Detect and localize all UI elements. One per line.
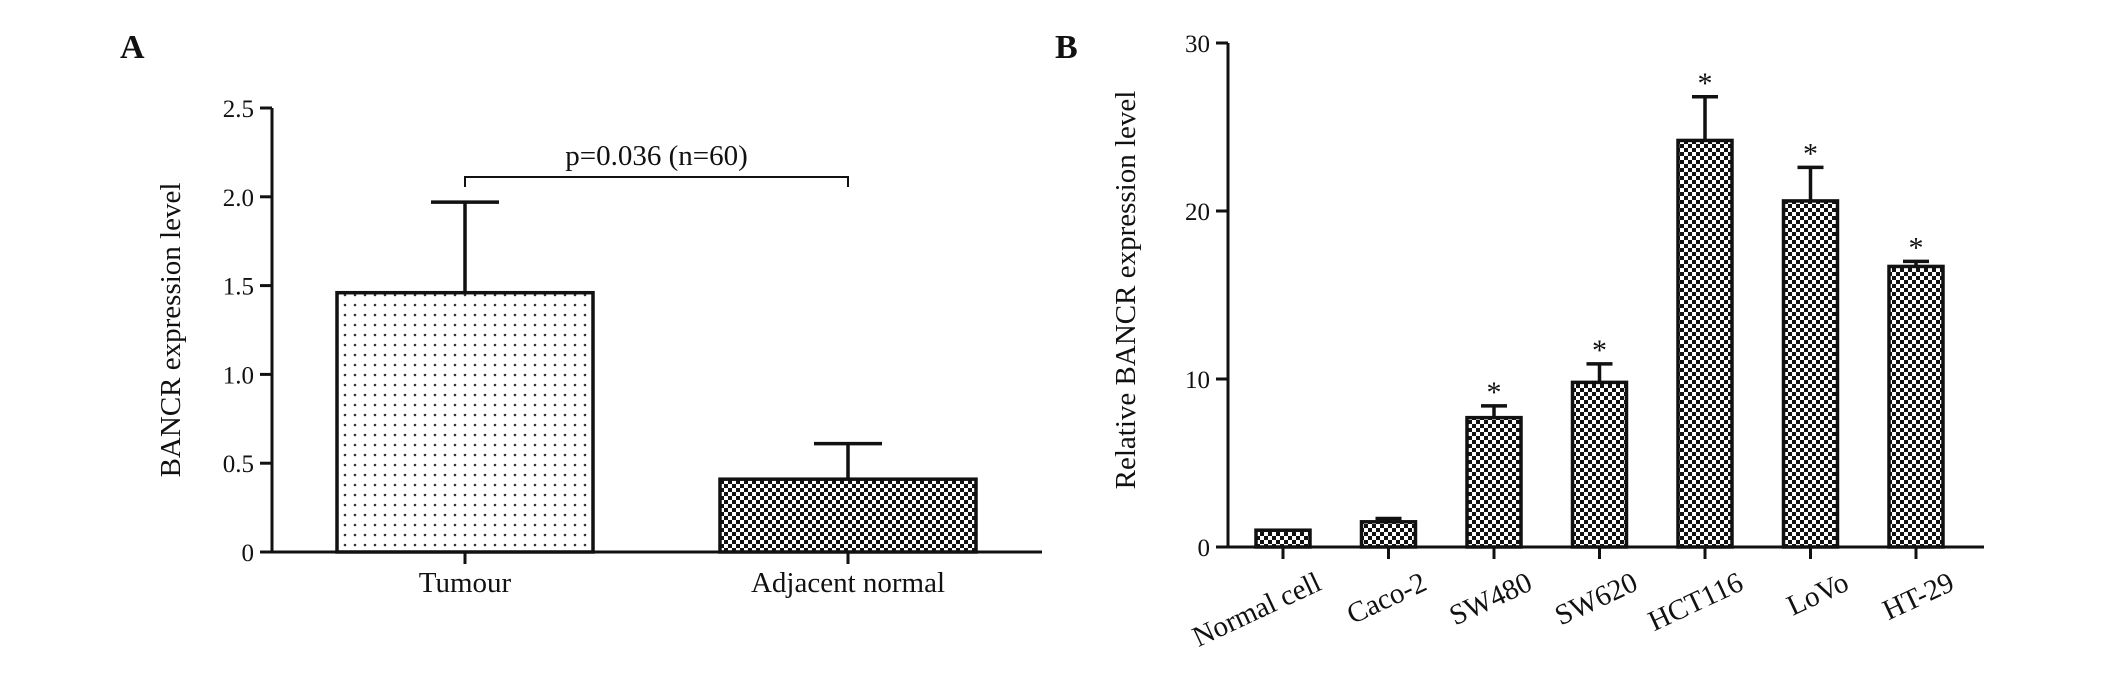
panel-b-bar (1781, 199, 1840, 549)
panel-b-bar (1359, 520, 1418, 549)
panel-b-y-tick-label: 30 (1185, 31, 1210, 58)
panel-a-y-tick-label: 2.5 (223, 96, 254, 123)
panel-b-bar (1887, 264, 1945, 549)
panel-a-y-tick-label: 2.0 (223, 185, 254, 212)
panel-b-y-tick-label: 0 (1198, 535, 1211, 562)
panel-b-y-tick-label: 10 (1185, 367, 1210, 394)
panel-b-bar (1570, 380, 1629, 549)
panel-b-bar-chart: B Relative BANCR expression level 0 10 20 3… (1055, 29, 1984, 654)
panel-b-category-label: SW480 (1445, 566, 1537, 632)
panel-b-category-label: HT-29 (1878, 566, 1959, 627)
panel-b-label: B (1055, 29, 1078, 66)
panel-a-p-value-annotation: p=0.036 (n=60) (565, 140, 748, 172)
panel-b-significance-marker: * (1909, 231, 1924, 264)
panel-a-y-tick-label: 1.5 (223, 274, 254, 301)
panel-b-y-tick-label: 20 (1185, 199, 1210, 226)
panel-b-significance-marker: * (1487, 376, 1502, 409)
panel-b-y-axis-title: Relative BANCR expression level (1110, 91, 1142, 490)
panel-a-y-tick-label: 0.5 (223, 451, 254, 478)
panel-b-bar (1465, 415, 1523, 549)
panel-b-significance-marker: * (1592, 334, 1607, 367)
panel-b-category-label: LoVo (1782, 566, 1853, 622)
panel-b-significance-marker: * (1803, 137, 1818, 170)
panel-a-y-tick-label: 1.0 (223, 362, 254, 389)
panel-b-category-label: Caco-2 (1342, 566, 1431, 630)
panel-a-bar (335, 290, 595, 554)
panel-a-bar-chart: A BANCR expression level 0 0.5 1.0 1.5 2.0 2.… (120, 29, 1042, 599)
panel-b-significance-marker: * (1698, 67, 1713, 100)
panel-b-category-label: Normal cell (1188, 566, 1326, 653)
panel-b-category-label: HCT116 (1643, 566, 1748, 637)
panel-a-bar (718, 477, 978, 554)
panel-a-label: A (120, 29, 145, 66)
panel-a-y-axis-title: BANCR expression level (155, 183, 187, 478)
panel-b-bar (1254, 528, 1312, 549)
panel-a-category-label: Adjacent normal (751, 567, 945, 599)
panel-a-significance-bracket (464, 176, 849, 187)
panel-a-category-label: Tumour (419, 567, 512, 599)
panel-b-bar (1676, 138, 1734, 549)
panel-a-y-tick-label: 0 (242, 540, 255, 567)
panel-b-category-label: SW620 (1550, 566, 1642, 632)
